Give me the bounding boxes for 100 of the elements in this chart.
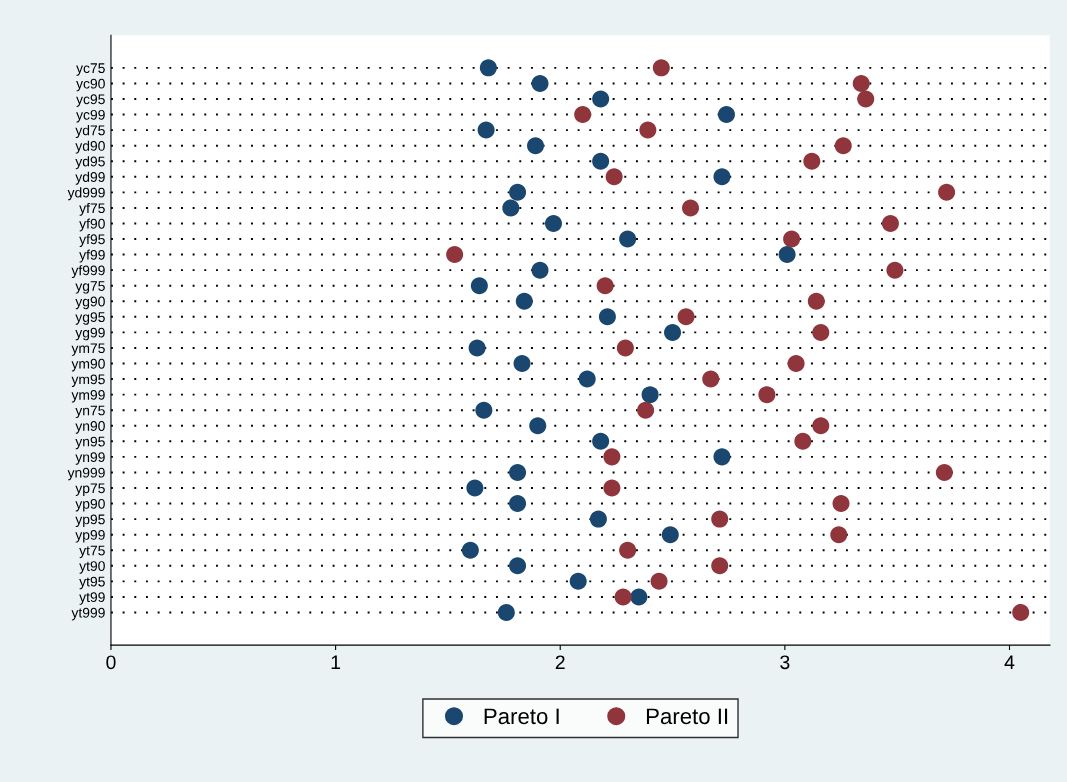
point	[830, 526, 848, 544]
point	[592, 152, 610, 170]
point	[446, 246, 464, 264]
point	[502, 199, 520, 217]
point	[509, 463, 527, 481]
point	[630, 588, 648, 606]
y-tick-label: yf999	[71, 265, 105, 279]
point	[702, 370, 720, 388]
point	[938, 183, 956, 201]
point	[664, 323, 682, 341]
y-tick-label: yd999	[67, 187, 105, 201]
point	[468, 339, 486, 357]
point	[497, 603, 515, 621]
point	[711, 510, 729, 528]
point	[807, 292, 825, 310]
point	[812, 417, 830, 435]
point	[596, 277, 614, 295]
point	[650, 572, 668, 590]
y-tick-label: yf99	[79, 249, 105, 263]
y-tick-label: yf95	[79, 234, 105, 247]
legend-label: Pareto II	[646, 708, 728, 725]
point	[509, 557, 527, 575]
y-tick-label: yd99	[75, 171, 105, 185]
y-tick-label: yc75	[76, 63, 105, 76]
point	[713, 448, 731, 466]
point	[515, 292, 533, 310]
y-tick-label: yf75	[79, 202, 105, 216]
x-tick-label: 4	[1004, 655, 1015, 669]
point	[935, 463, 953, 481]
y-tick-label: yp95	[75, 514, 105, 528]
y-tick-label: yt95	[79, 576, 105, 590]
point	[527, 137, 545, 155]
point	[1012, 603, 1030, 621]
point	[509, 183, 527, 201]
y-tick-label: yp90	[75, 498, 105, 512]
y-tick-label: yd75	[75, 125, 105, 139]
point	[531, 261, 549, 279]
point	[603, 448, 621, 466]
point	[475, 401, 493, 419]
point	[619, 230, 637, 248]
y-tick-label: yt75	[79, 545, 105, 559]
point	[509, 495, 527, 513]
y-tick-label: yn999	[67, 467, 105, 481]
y-tick-label: yc90	[76, 78, 105, 92]
point	[881, 214, 899, 232]
y-tick-label: ym95	[71, 374, 105, 387]
point	[466, 479, 484, 497]
point	[598, 308, 616, 326]
y-tick-label: yt999	[71, 607, 105, 621]
y-tick-label: yd95	[75, 156, 105, 170]
point	[682, 199, 700, 217]
point	[834, 137, 852, 155]
x-tick-label: 3	[780, 655, 790, 670]
point	[616, 339, 634, 357]
point	[778, 246, 796, 264]
point	[812, 323, 830, 341]
y-tick-label: yg95	[75, 312, 105, 325]
y-tick-label: yg75	[75, 281, 105, 294]
point	[711, 557, 729, 575]
point	[531, 74, 549, 92]
point	[592, 90, 610, 108]
point	[641, 386, 659, 404]
point	[652, 59, 670, 77]
point	[794, 432, 812, 450]
y-tick-label: ym90	[71, 358, 105, 372]
point	[578, 370, 596, 388]
y-tick-label: yn95	[75, 436, 105, 450]
point	[513, 355, 531, 373]
point	[614, 588, 632, 606]
y-tick-label: yf90	[79, 218, 105, 232]
point	[603, 479, 621, 497]
point	[758, 386, 776, 404]
point	[852, 74, 870, 92]
point	[857, 90, 875, 108]
point	[619, 541, 637, 559]
point	[589, 510, 607, 528]
y-tick-label: yd90	[75, 140, 105, 154]
point	[461, 541, 479, 559]
point	[479, 59, 497, 77]
point	[477, 121, 495, 139]
point	[592, 432, 610, 450]
point	[605, 168, 623, 186]
point	[677, 308, 695, 326]
point	[569, 572, 587, 590]
y-tick-label: yn90	[75, 421, 105, 434]
point	[787, 355, 805, 373]
legend-label: Pareto I	[484, 708, 559, 725]
point	[544, 214, 562, 232]
point	[783, 230, 801, 248]
y-tick-label: yt90	[79, 561, 105, 574]
y-tick-label: yg99	[75, 327, 105, 341]
y-tick-label: yn99	[75, 452, 105, 465]
y-tick-label: ym75	[71, 343, 105, 356]
point	[529, 417, 547, 435]
point	[713, 168, 731, 186]
y-tick-label: yp75	[75, 483, 105, 496]
y-tick-label: yg90	[75, 296, 105, 310]
point	[639, 121, 657, 139]
x-tick-label: 0	[106, 655, 116, 670]
y-tick-label: yt99	[79, 592, 105, 605]
